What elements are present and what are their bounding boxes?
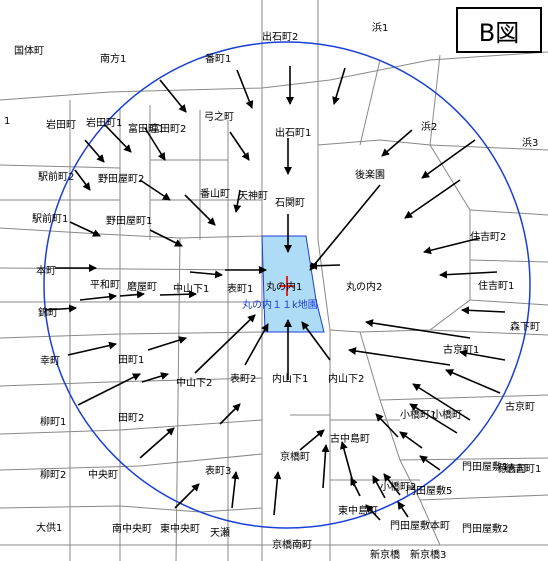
- area-label: 内山下1: [272, 374, 309, 385]
- area-label: 門田屋敷本町: [390, 521, 450, 532]
- area-label: 京橋町: [280, 452, 310, 463]
- area-label: 弓之町: [204, 112, 234, 123]
- area-label: 京橋南町: [272, 540, 312, 551]
- area-label: 門田屋敷2: [462, 524, 509, 535]
- area-label: 浜1: [372, 23, 389, 34]
- area-label: 徳吉町1: [505, 464, 542, 475]
- area-label: 内山下2: [328, 374, 365, 385]
- area-label: 門田屋敷5: [406, 486, 453, 497]
- area-label: 新京橋: [370, 550, 400, 561]
- area-label: 磨屋町: [127, 282, 157, 293]
- area-label: 後楽園: [355, 170, 385, 181]
- inflow-arrows: [44, 66, 506, 521]
- area-label: 天瀬: [210, 528, 230, 539]
- area-label: 表町3: [205, 466, 232, 477]
- area-label: 丸の内1: [266, 282, 303, 293]
- center-label: 丸の内１１k地園: [242, 300, 318, 311]
- area-label: 南方1: [100, 54, 127, 65]
- area-label: 富田町1: [128, 124, 165, 135]
- area-label: 新京橋3: [410, 550, 447, 561]
- area-label: 東中島町: [338, 506, 378, 517]
- area-label: 幸町: [40, 356, 60, 367]
- figure-title: B図: [456, 7, 542, 53]
- area-label: 東中央町: [160, 524, 200, 535]
- radius-circle: [43, 41, 531, 529]
- area-label: 小橋町: [432, 410, 462, 421]
- area-label: 柳町1: [40, 417, 67, 428]
- area-label: 門田屋敷1: [462, 462, 509, 473]
- area-label: 浜2: [421, 122, 438, 133]
- area-label: 駅前町2: [38, 172, 75, 183]
- area-label: 国体町: [14, 46, 44, 57]
- area-label: 住吉町1: [478, 281, 515, 292]
- area-label: 野田屋町2: [98, 174, 145, 185]
- area-label: 丸の内2: [346, 282, 383, 293]
- area-label: 森下町: [510, 322, 540, 333]
- area-label: 石関町: [275, 198, 305, 209]
- area-label: 番山町: [200, 189, 230, 200]
- center-marker: [279, 276, 295, 296]
- area-label: 岩田町1: [86, 118, 123, 129]
- area-label: 小橋町1: [400, 410, 437, 421]
- area-label: 出石町1: [275, 128, 312, 139]
- area-label: 野田屋町1: [106, 216, 153, 227]
- area-label: 中山下1: [173, 284, 210, 295]
- area-label: 田町1: [118, 355, 145, 366]
- area-label: 古京町: [505, 402, 535, 413]
- area-label: 南中央町: [112, 524, 152, 535]
- area-label: 柳町2: [40, 470, 67, 481]
- area-label: 古中島町: [330, 434, 370, 445]
- area-label: 中山下2: [176, 378, 213, 389]
- area-label: 本町: [36, 266, 56, 277]
- area-label: 住吉町2: [470, 232, 507, 243]
- area-label: 田町2: [118, 413, 145, 424]
- area-label: 富田町2: [150, 124, 187, 135]
- area-label: 駅前町1: [32, 214, 69, 225]
- area-label: 岩田町: [46, 120, 76, 131]
- area-label: 錦町: [38, 308, 58, 319]
- area-label: 表町1: [227, 284, 254, 295]
- highlighted-block: [261, 235, 325, 333]
- area-label: 出石町2: [262, 32, 299, 43]
- area-label: 1: [4, 116, 11, 127]
- area-label: 番町1: [205, 54, 232, 65]
- area-label: 天神町: [238, 191, 268, 202]
- area-label: 平和町: [90, 280, 120, 291]
- area-label: 小橋町2: [380, 482, 417, 493]
- area-label: 古京町1: [443, 345, 480, 356]
- area-label: 表町2: [230, 374, 257, 385]
- area-label: 浜3: [522, 138, 539, 149]
- area-label: 大供1: [36, 523, 63, 534]
- area-label: 中央町: [88, 470, 118, 481]
- area-label: 徳吉町: [497, 464, 527, 475]
